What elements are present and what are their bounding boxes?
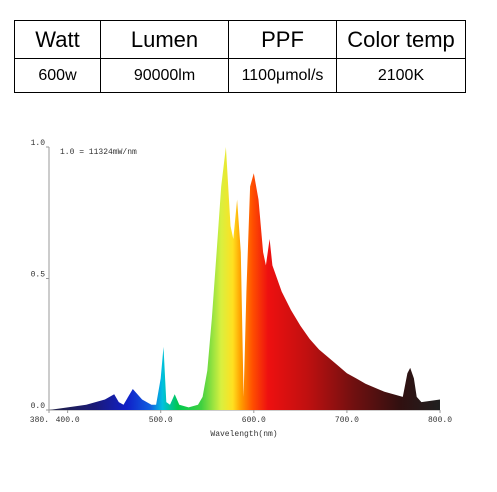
x-tick-label: 400.0 — [56, 416, 80, 425]
annotation: 1.0 = 11324mW/nm — [60, 148, 137, 157]
x-tick-label: 700.0 — [335, 416, 359, 425]
spec-table: Watt Lumen PPF Color temp 600w 90000lm 1… — [14, 20, 466, 93]
x-tick-label: 500.0 — [149, 416, 173, 425]
spectrum-area — [49, 147, 440, 410]
x-axis-label: Wavelength(nm) — [210, 430, 277, 439]
x-tick-label: 600.0 — [242, 416, 266, 425]
header-cell: Watt — [14, 20, 101, 59]
x-tick-label: 800.0 — [428, 416, 452, 425]
y-tick-label: 1.0 — [31, 139, 46, 148]
cell: 90000lm — [100, 58, 229, 93]
y-tick-label: 0.5 — [31, 271, 46, 280]
y-tick-label: 0.0 — [31, 402, 46, 411]
cell: 2100K — [336, 58, 466, 93]
cell: 1100μmol/s — [228, 58, 337, 93]
header-cell: Lumen — [100, 20, 229, 59]
cell: 600w — [14, 58, 101, 93]
header-cell: PPF — [228, 20, 337, 59]
x-tick-label: 380. — [30, 416, 49, 425]
